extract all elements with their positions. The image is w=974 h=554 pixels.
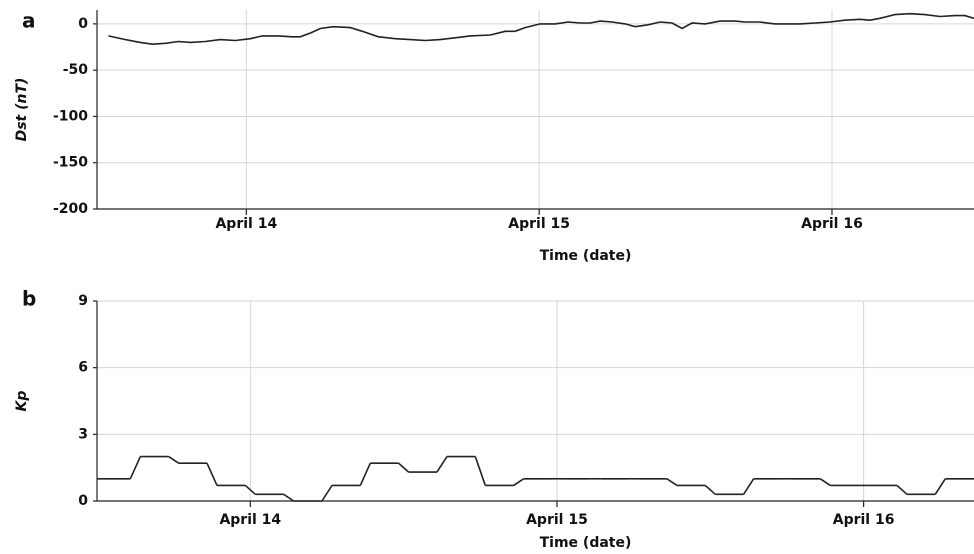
kp-connector [244, 484, 256, 495]
kp-connector [321, 485, 333, 502]
kp-connector [896, 484, 908, 495]
y-tick-label: 6 [78, 360, 88, 376]
kp-connector [436, 456, 448, 473]
x-tick-label: April 16 [801, 216, 863, 232]
y-axis-label: Kp [14, 391, 30, 412]
x-axis-label: Time (date) [540, 248, 632, 264]
y-tick-label: -50 [63, 62, 89, 78]
y-axis-label: Dst (nT) [14, 78, 30, 142]
kp-connector [666, 478, 678, 487]
y-tick-label: 0 [78, 493, 88, 509]
kp-connector [283, 493, 295, 502]
kp-connector [934, 478, 946, 495]
data-line [108, 12, 974, 46]
y-tick-label: 3 [78, 426, 88, 442]
x-axis-label: Time (date) [540, 535, 632, 551]
kp-connector [168, 455, 180, 464]
x-tick-label: April 14 [215, 216, 277, 232]
y-tick-label: 0 [78, 16, 88, 32]
y-tick-label: -100 [53, 108, 88, 124]
x-tick-label: April 15 [508, 216, 570, 232]
kp-connector [704, 484, 716, 495]
kp-connector [398, 462, 410, 473]
kp-connector [129, 456, 142, 480]
kp-connector [206, 462, 218, 486]
kp-connector [513, 478, 525, 487]
y-tick-label: 9 [78, 293, 88, 309]
panel-label: b [22, 287, 36, 311]
x-tick-label: April 15 [526, 512, 588, 528]
kp-connector [474, 456, 487, 486]
y-tick-label: -150 [53, 155, 88, 171]
kp-connector [819, 478, 831, 487]
panel-label: a [22, 9, 36, 33]
x-tick-label: April 14 [219, 512, 281, 528]
kp-connector [742, 478, 755, 495]
kp-connector [359, 462, 372, 486]
x-tick-label: April 16 [833, 512, 895, 528]
y-tick-label: -200 [53, 201, 88, 217]
